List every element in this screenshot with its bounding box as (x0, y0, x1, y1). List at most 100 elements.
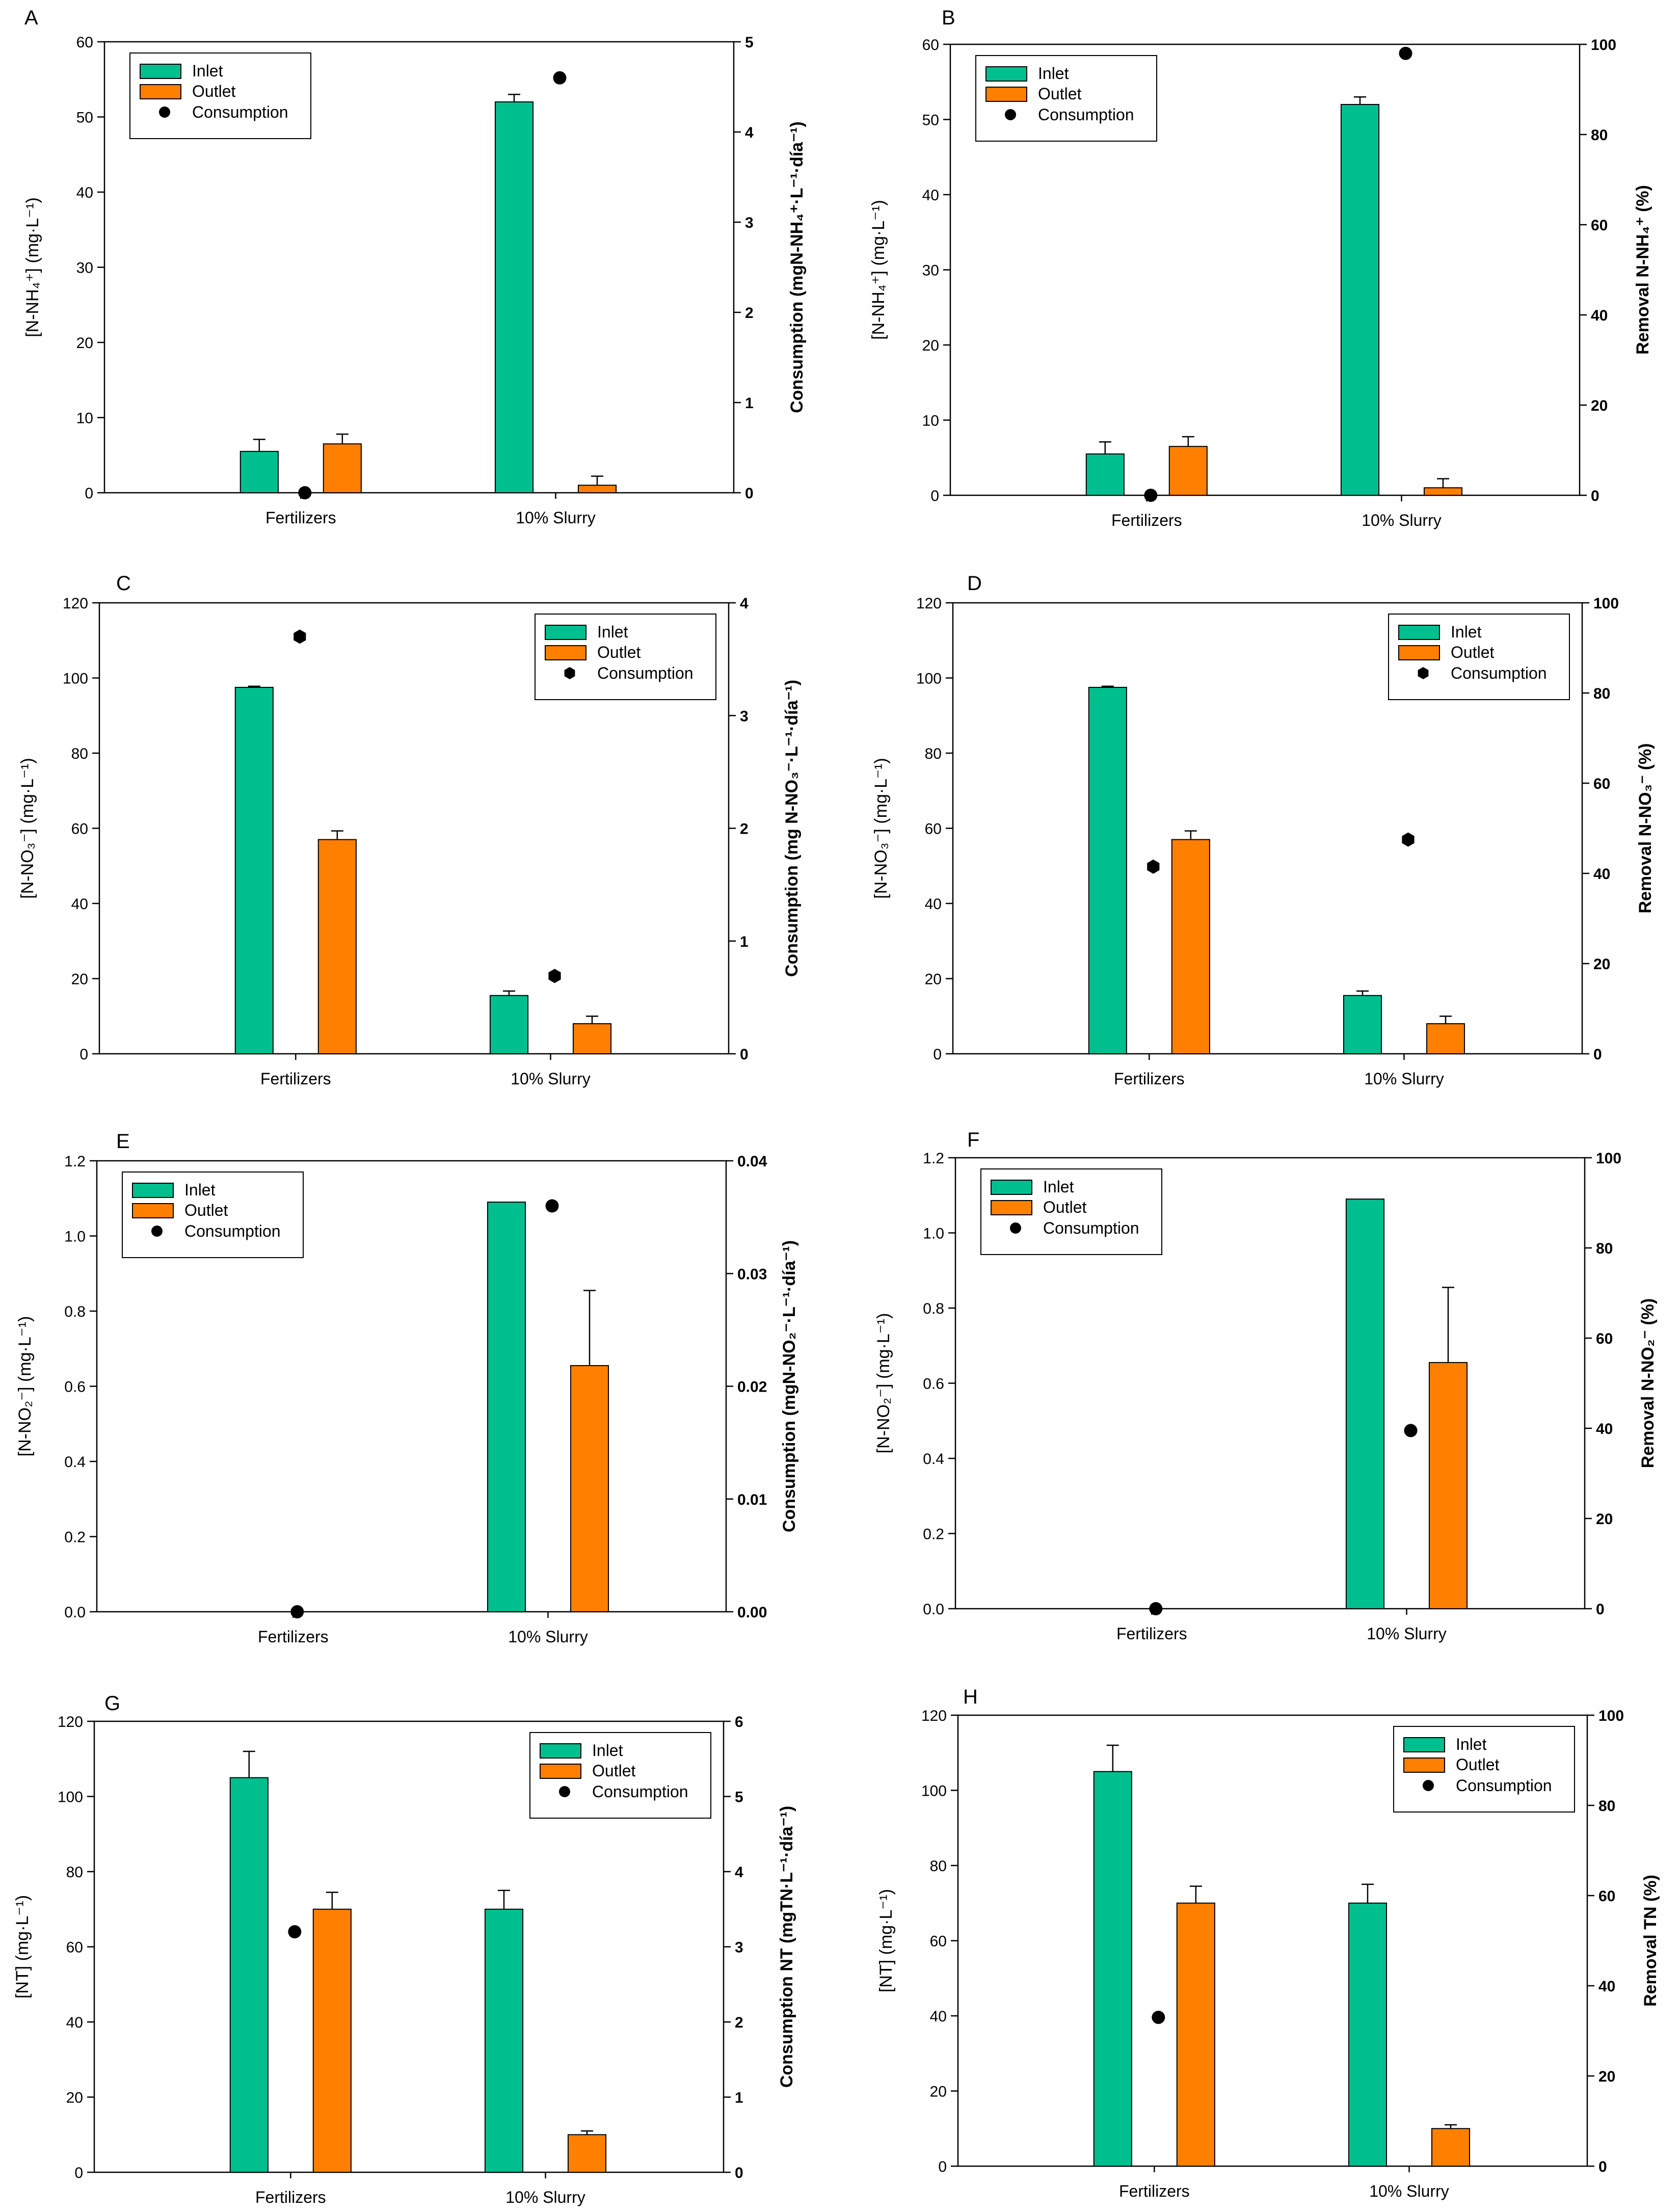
right-y-axis-title: Removal TN (%) (1641, 1875, 1660, 2007)
category-label: 10% Slurry (505, 2188, 585, 2206)
left-tick-label: 60 (76, 34, 93, 51)
left-tick-label: 120 (58, 1714, 83, 1730)
left-tick-label: 10 (922, 413, 939, 430)
legend-label: Outlet (1043, 1198, 1086, 1216)
right-y-axis-title: Consumption (mgN-NO₂⁻·L⁻¹·día⁻¹) (780, 1240, 799, 1532)
legend-swatch-outlet (140, 84, 181, 99)
right-tick-label: 60 (1596, 1330, 1613, 1347)
legend-label: Consumption (184, 1222, 281, 1240)
right-tick-label: 100 (1593, 595, 1619, 612)
legend: Inlet Outlet Consumption (1388, 614, 1570, 700)
left-tick-label: 20 (930, 2084, 947, 2100)
left-tick-label: 40 (71, 896, 88, 913)
right-tick-label: 0 (1593, 1046, 1602, 1063)
left-tick-label: 40 (930, 2008, 947, 2025)
right-y-axis-title: Removal N-NH₄⁺ (%) (1633, 185, 1652, 355)
panel-letter: E (116, 1130, 130, 1153)
left-y-axis-title: [NT] (mg·L⁻¹) (876, 1889, 896, 1992)
right-tick-label: 20 (1591, 397, 1608, 414)
right-tick-label: 4 (740, 595, 749, 612)
outlet-bar (323, 443, 362, 493)
legend: Inlet Outlet Consumption (535, 614, 716, 700)
left-tick-label: 0 (85, 485, 93, 502)
left-tick-label: 30 (76, 260, 93, 277)
chart-panel-a: A 0 10 20 30 40 50 60 0 1 2 3 4 5 [N-NH₄⁺] (mg·L⁻¹) Con… (23, 7, 807, 527)
right-tick-label: 0 (1598, 2159, 1607, 2175)
legend-label: Inlet (184, 1181, 216, 1199)
left-tick-label: 60 (66, 1939, 83, 1956)
category-label: Fertilizers (1111, 511, 1182, 529)
consumption-marker (553, 71, 567, 85)
category-label: 10% Slurry (508, 1628, 588, 1646)
right-tick-label: 1 (745, 395, 754, 412)
right-tick-label: 0.02 (737, 1379, 767, 1396)
left-y-axis-title: [NT] (mg·L⁻¹) (13, 1895, 32, 1999)
left-y-axis-title: [N-NO₃⁻] (mg·L⁻¹) (871, 758, 891, 898)
left-tick-label: 100 (58, 1789, 83, 1806)
right-y-axis-title: Consumption (mgN-NH₄⁺·L⁻¹·día⁻¹) (787, 121, 807, 413)
left-tick-label: 30 (922, 262, 939, 279)
left-tick-label: 0 (933, 1046, 942, 1063)
right-tick-label: 100 (1591, 37, 1616, 54)
right-y-axis-title: Consumption NT (mgTN·L⁻¹·día⁻¹) (777, 1806, 796, 2088)
right-tick-label: 4 (735, 1864, 743, 1881)
left-tick-label: 0.2 (64, 1529, 86, 1546)
consumption-marker (1404, 1424, 1418, 1437)
left-tick-label: 40 (922, 187, 939, 204)
category-label: Fertilizers (258, 1628, 329, 1646)
left-tick-label: 20 (76, 335, 93, 352)
legend-swatch-outlet (1403, 1757, 1445, 1773)
legend-swatch-outlet (545, 645, 586, 660)
left-tick-label: 20 (925, 971, 942, 988)
outlet-bar (1176, 1902, 1215, 2167)
consumption-marker (1147, 859, 1160, 874)
legend-swatch-outlet (1398, 645, 1440, 660)
outlet-bar (577, 485, 617, 493)
panel-letter: B (942, 7, 955, 29)
category-label: 10% Slurry (1364, 1070, 1444, 1088)
legend-label: Inlet (1456, 1735, 1487, 1753)
left-tick-label: 80 (66, 1864, 83, 1881)
right-tick-label: 60 (1591, 217, 1608, 234)
panel-letter: F (967, 1129, 979, 1151)
right-tick-label: 3 (740, 708, 749, 725)
left-tick-label: 60 (922, 37, 939, 54)
inlet-bar (1345, 1198, 1385, 1609)
outlet-bar (1168, 446, 1208, 496)
legend-label: Outlet (592, 1762, 635, 1780)
legend-label: Outlet (192, 82, 235, 100)
left-tick-label: 80 (925, 745, 942, 762)
inlet-bar (484, 1908, 524, 2173)
legend-swatch-inlet (1403, 1737, 1445, 1752)
right-tick-label: 1 (735, 2090, 743, 2107)
right-tick-label: 3 (735, 1939, 743, 1956)
right-tick-label: 40 (1591, 307, 1608, 324)
inlet-bar (1348, 1902, 1388, 2167)
left-tick-label: 0.4 (923, 1451, 944, 1468)
left-tick-label: 100 (916, 671, 942, 687)
legend-label: Consumption (597, 664, 694, 682)
left-tick-label: 50 (76, 110, 93, 126)
left-tick-label: 20 (71, 971, 88, 988)
left-tick-label: 0.0 (64, 1604, 86, 1621)
left-tick-label: 120 (916, 595, 942, 612)
right-tick-label: 2 (735, 2014, 743, 2031)
legend-marker (559, 1786, 570, 1797)
right-tick-label: 0.03 (737, 1266, 767, 1283)
legend-marker (151, 1226, 163, 1237)
legend-marker (159, 106, 170, 118)
consumption-marker (290, 1605, 304, 1618)
left-tick-label: 40 (66, 2014, 83, 2031)
legend-swatch-inlet (1398, 625, 1440, 640)
category-label: Fertilizers (265, 509, 336, 527)
left-tick-label: 50 (922, 112, 939, 129)
chart-panel-c: C 0 20 40 60 80 100 120 0 1 2 3 4 [N-NO₃⁻] (mg·L⁻¹) Co… (18, 572, 802, 1088)
legend-swatch-inlet (991, 1180, 1032, 1195)
legend-label: Consumption (1038, 105, 1134, 124)
left-tick-label: 100 (63, 671, 88, 687)
left-tick-label: 20 (922, 337, 939, 354)
left-y-axis-title: [N-NO₂⁻] (mg·L⁻¹) (15, 1316, 35, 1457)
legend-label: Consumption (192, 103, 288, 121)
left-tick-label: 40 (76, 184, 93, 201)
